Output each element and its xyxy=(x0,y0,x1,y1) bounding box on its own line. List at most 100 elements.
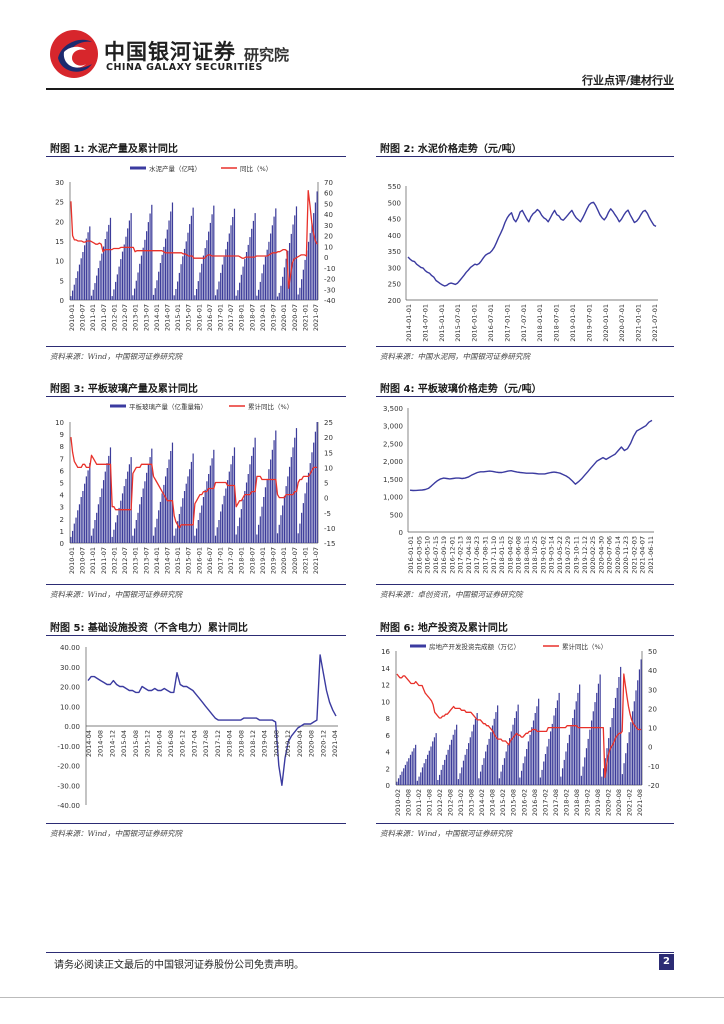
cement-price-chart: 550 500 450 400 350 300 250 200 2014-01-01 2014-0… xyxy=(388,183,659,342)
bar xyxy=(216,527,218,543)
x-x-tick-label: 2017-08 xyxy=(202,730,210,757)
bar xyxy=(471,731,473,785)
bar xyxy=(211,458,213,543)
bar xyxy=(271,449,273,543)
figure-3-bottom-rule xyxy=(46,584,346,585)
y-tick-label: 450 xyxy=(388,216,401,224)
bar xyxy=(425,759,427,785)
figure-5-title: 附图 5: 基础设施投资（不含电力）累计同比 xyxy=(50,623,248,634)
bar xyxy=(466,749,468,785)
bar xyxy=(249,237,251,300)
x-x-tick-label: 2016-09-19 xyxy=(440,536,448,574)
y-tick-label: 1,000 xyxy=(383,494,403,502)
bar xyxy=(491,725,494,785)
bar xyxy=(108,224,110,300)
x-x-tick-label: 2013-01 xyxy=(132,547,140,574)
x-x-tick-label: 2014-07 xyxy=(163,547,171,574)
x-x-tick-label: 2014-08 xyxy=(97,730,105,757)
bar xyxy=(70,296,72,300)
bar xyxy=(278,524,280,543)
x-x-tick-label: 2020-02-25 xyxy=(589,536,597,574)
bar xyxy=(121,493,124,543)
price-line xyxy=(407,201,657,287)
bar xyxy=(415,744,417,785)
y-tick-label: -20.00 xyxy=(57,763,80,771)
bar xyxy=(497,705,499,785)
bar xyxy=(273,440,275,543)
bar xyxy=(166,468,168,543)
bar xyxy=(558,692,560,785)
x-x-tick-label: 2020-01 xyxy=(280,547,288,574)
bar xyxy=(221,504,224,543)
bar xyxy=(567,743,569,785)
y-left-tick-label: 0 xyxy=(386,782,390,790)
bar xyxy=(433,737,436,785)
bar xyxy=(223,256,225,300)
y-left-tick-label: 0 xyxy=(60,297,64,305)
bar xyxy=(620,666,622,785)
bar xyxy=(561,768,564,786)
x-x-tick-label: 2015-04 xyxy=(120,730,128,757)
bar xyxy=(442,764,444,785)
bar xyxy=(589,729,591,785)
y-tick-label: 20.00 xyxy=(60,684,80,692)
y-tick-label: 500 xyxy=(388,199,401,207)
bar xyxy=(87,232,89,300)
bar xyxy=(399,774,401,785)
figure-1-source: 资料来源：Wind，中国银河证券研究院 xyxy=(50,352,183,361)
bar xyxy=(493,718,495,785)
brand-name-cn: 中国银河证券 xyxy=(104,40,236,64)
x-x-tick-label: 2019-07 xyxy=(270,547,278,574)
y-right-tick-label: 40 xyxy=(324,211,333,219)
x-x-tick-label: 2021-01 xyxy=(301,304,309,331)
x-x-tick-label: 2019-08 xyxy=(272,730,280,757)
bar xyxy=(454,729,456,785)
bar xyxy=(495,712,497,785)
y-left-tick-label: 6 xyxy=(60,467,65,475)
bar xyxy=(256,295,258,300)
x-x-tick-label: 2018-02 xyxy=(562,789,570,816)
bar xyxy=(275,208,277,300)
bar xyxy=(156,518,158,543)
y-right-tick-label: -30 xyxy=(324,286,335,294)
bar xyxy=(240,509,242,543)
y-right-tick-label: 10 xyxy=(324,243,333,251)
y-left-tick-label: 5 xyxy=(60,480,64,488)
x-x-tick-label: 2021-08 xyxy=(636,789,644,816)
x-x-tick-label: 2016-01 xyxy=(195,304,203,331)
bar xyxy=(488,738,490,785)
bar xyxy=(295,206,298,300)
x-x-tick-label: 2012-07 xyxy=(121,547,129,574)
y-left-tick-label: 8 xyxy=(60,443,64,451)
bar xyxy=(102,480,105,543)
bar xyxy=(502,764,504,785)
bar xyxy=(128,220,131,300)
x-x-tick-label: 2019-01 xyxy=(259,547,267,574)
x-x-tick-label: 2020-08 xyxy=(308,730,316,757)
disclaimer-text: 请务必阅读正文最后的中国银河证券股份公司免责声明。 xyxy=(54,960,304,971)
bar xyxy=(123,486,125,543)
bar xyxy=(220,272,222,300)
bar xyxy=(111,536,113,543)
x-x-tick-label: 2019-12 xyxy=(284,730,292,757)
bar xyxy=(127,228,129,300)
bar xyxy=(175,289,177,300)
bar xyxy=(213,449,215,543)
bar xyxy=(166,229,168,300)
bar xyxy=(208,231,210,300)
bar xyxy=(173,535,175,543)
bar xyxy=(307,241,310,300)
x-x-tick-label: 2020-07 xyxy=(291,304,299,331)
bar xyxy=(90,295,93,300)
bar xyxy=(192,453,194,543)
bar xyxy=(440,769,442,785)
x-x-tick-label: 2010-01 xyxy=(68,304,76,331)
x-x-tick-label: 2019-01-02 xyxy=(539,536,547,574)
bar xyxy=(299,523,301,543)
x-x-tick-label: 2019-12-12 xyxy=(581,536,589,574)
y-tick-label: 200 xyxy=(388,297,401,305)
bar xyxy=(97,504,100,543)
x-x-tick-label: 2019-04 xyxy=(261,730,269,757)
y-left-tick-label: 3 xyxy=(60,504,64,512)
bar xyxy=(582,766,584,785)
